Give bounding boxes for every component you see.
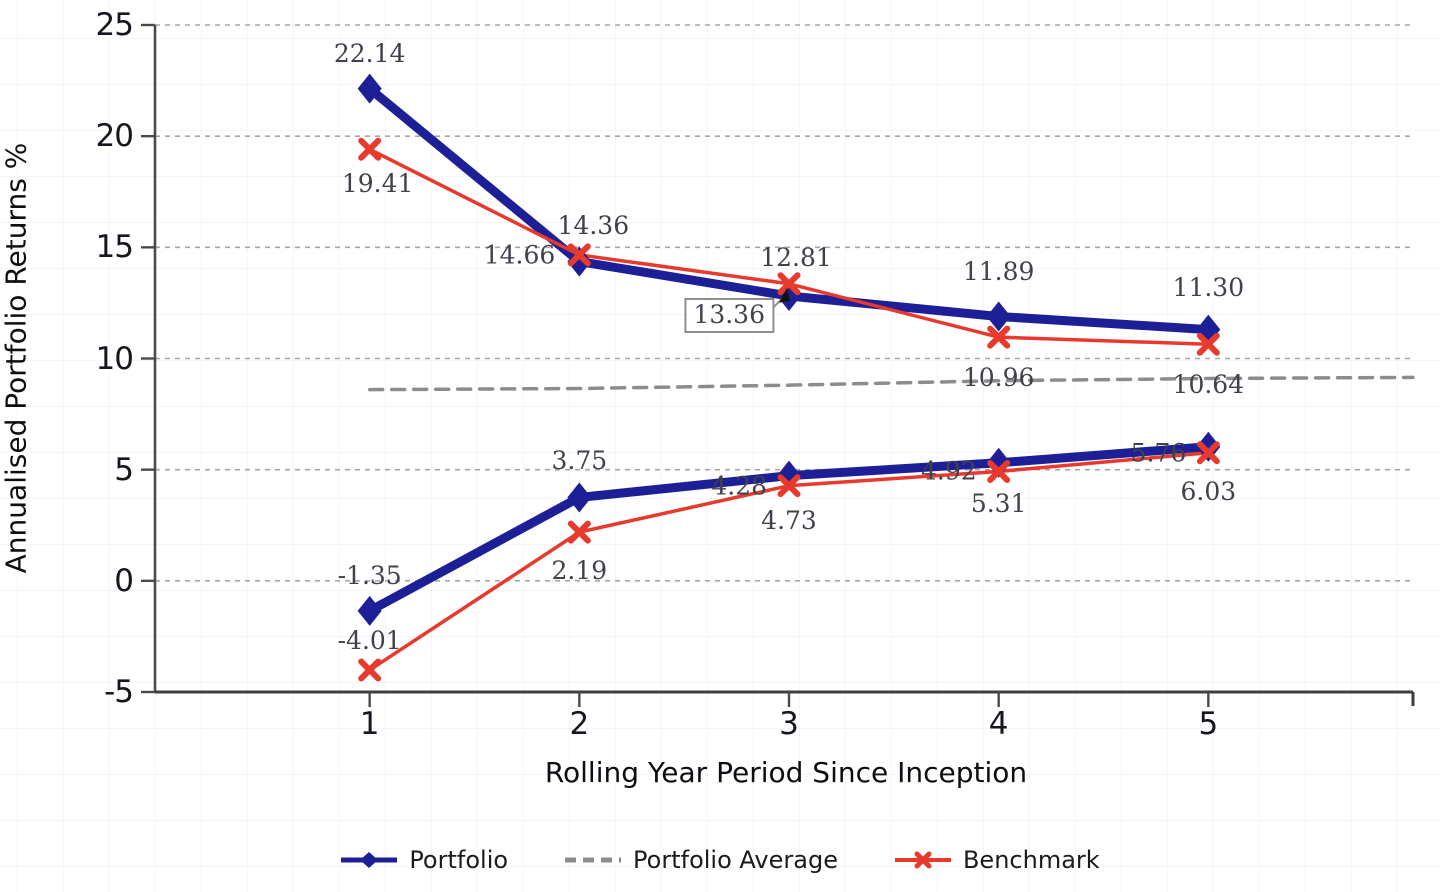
- dashed-line-icon: [564, 850, 622, 870]
- data-label: 14.66: [483, 240, 556, 270]
- data-label: 12.81: [760, 243, 832, 273]
- data-callout-13-36: 13.36: [684, 298, 774, 333]
- y-tick-label: 15: [95, 229, 134, 266]
- x-tick-label: 3: [779, 706, 799, 742]
- y-tick-label: -5: [104, 674, 134, 710]
- x-tick-label: 5: [1198, 706, 1219, 742]
- data-label: 2.19: [551, 556, 608, 586]
- data-label: -4.01: [337, 625, 402, 655]
- benchmark-line-icon: [894, 850, 952, 870]
- data-label: 22.14: [333, 38, 406, 68]
- legend-label-portfolio: Portfolio: [409, 846, 509, 874]
- data-label: 19.41: [341, 169, 414, 199]
- portfolio-line-icon: [340, 850, 398, 870]
- data-label: -1.35: [337, 560, 402, 590]
- data-label: 5.31: [970, 488, 1027, 518]
- data-label: 4.73: [761, 505, 817, 535]
- data-label: 14.36: [557, 210, 630, 240]
- data-label: 4.28: [711, 471, 767, 501]
- data-label: 11.30: [1172, 272, 1245, 302]
- y-tick-label: 20: [95, 118, 134, 155]
- callout-value: 13.36: [693, 300, 765, 329]
- y-axis-title: Annualised Portfolio Returns %: [0, 142, 33, 574]
- data-label: 10.96: [962, 363, 1035, 393]
- data-label: 3.75: [551, 446, 608, 476]
- data-label: 5.76: [1130, 438, 1187, 468]
- y-tick-label: 0: [114, 562, 134, 599]
- data-label: 4.92: [920, 456, 977, 486]
- legend-item-benchmark: Benchmark: [894, 846, 1100, 874]
- y-tick-label: 10: [95, 340, 134, 377]
- legend: Portfolio Portfolio Average Benchmark: [0, 842, 1440, 878]
- x-axis-title: Rolling Year Period Since Inception: [544, 756, 1028, 789]
- x-tick-label: 1: [359, 706, 380, 742]
- legend-label-portfolio-average: Portfolio Average: [633, 846, 838, 874]
- legend-item-portfolio: Portfolio: [340, 846, 508, 874]
- y-tick-label: 25: [95, 7, 134, 43]
- x-tick-label: 2: [569, 706, 590, 742]
- data-label: 6.03: [1180, 476, 1237, 506]
- data-label: 10.64: [1172, 370, 1245, 400]
- legend-label-benchmark: Benchmark: [962, 846, 1100, 874]
- legend-item-portfolio-average: Portfolio Average: [564, 846, 838, 874]
- x-tick-label: 4: [988, 706, 1009, 742]
- data-label: 11.89: [962, 257, 1035, 287]
- y-tick-label: 5: [114, 451, 134, 488]
